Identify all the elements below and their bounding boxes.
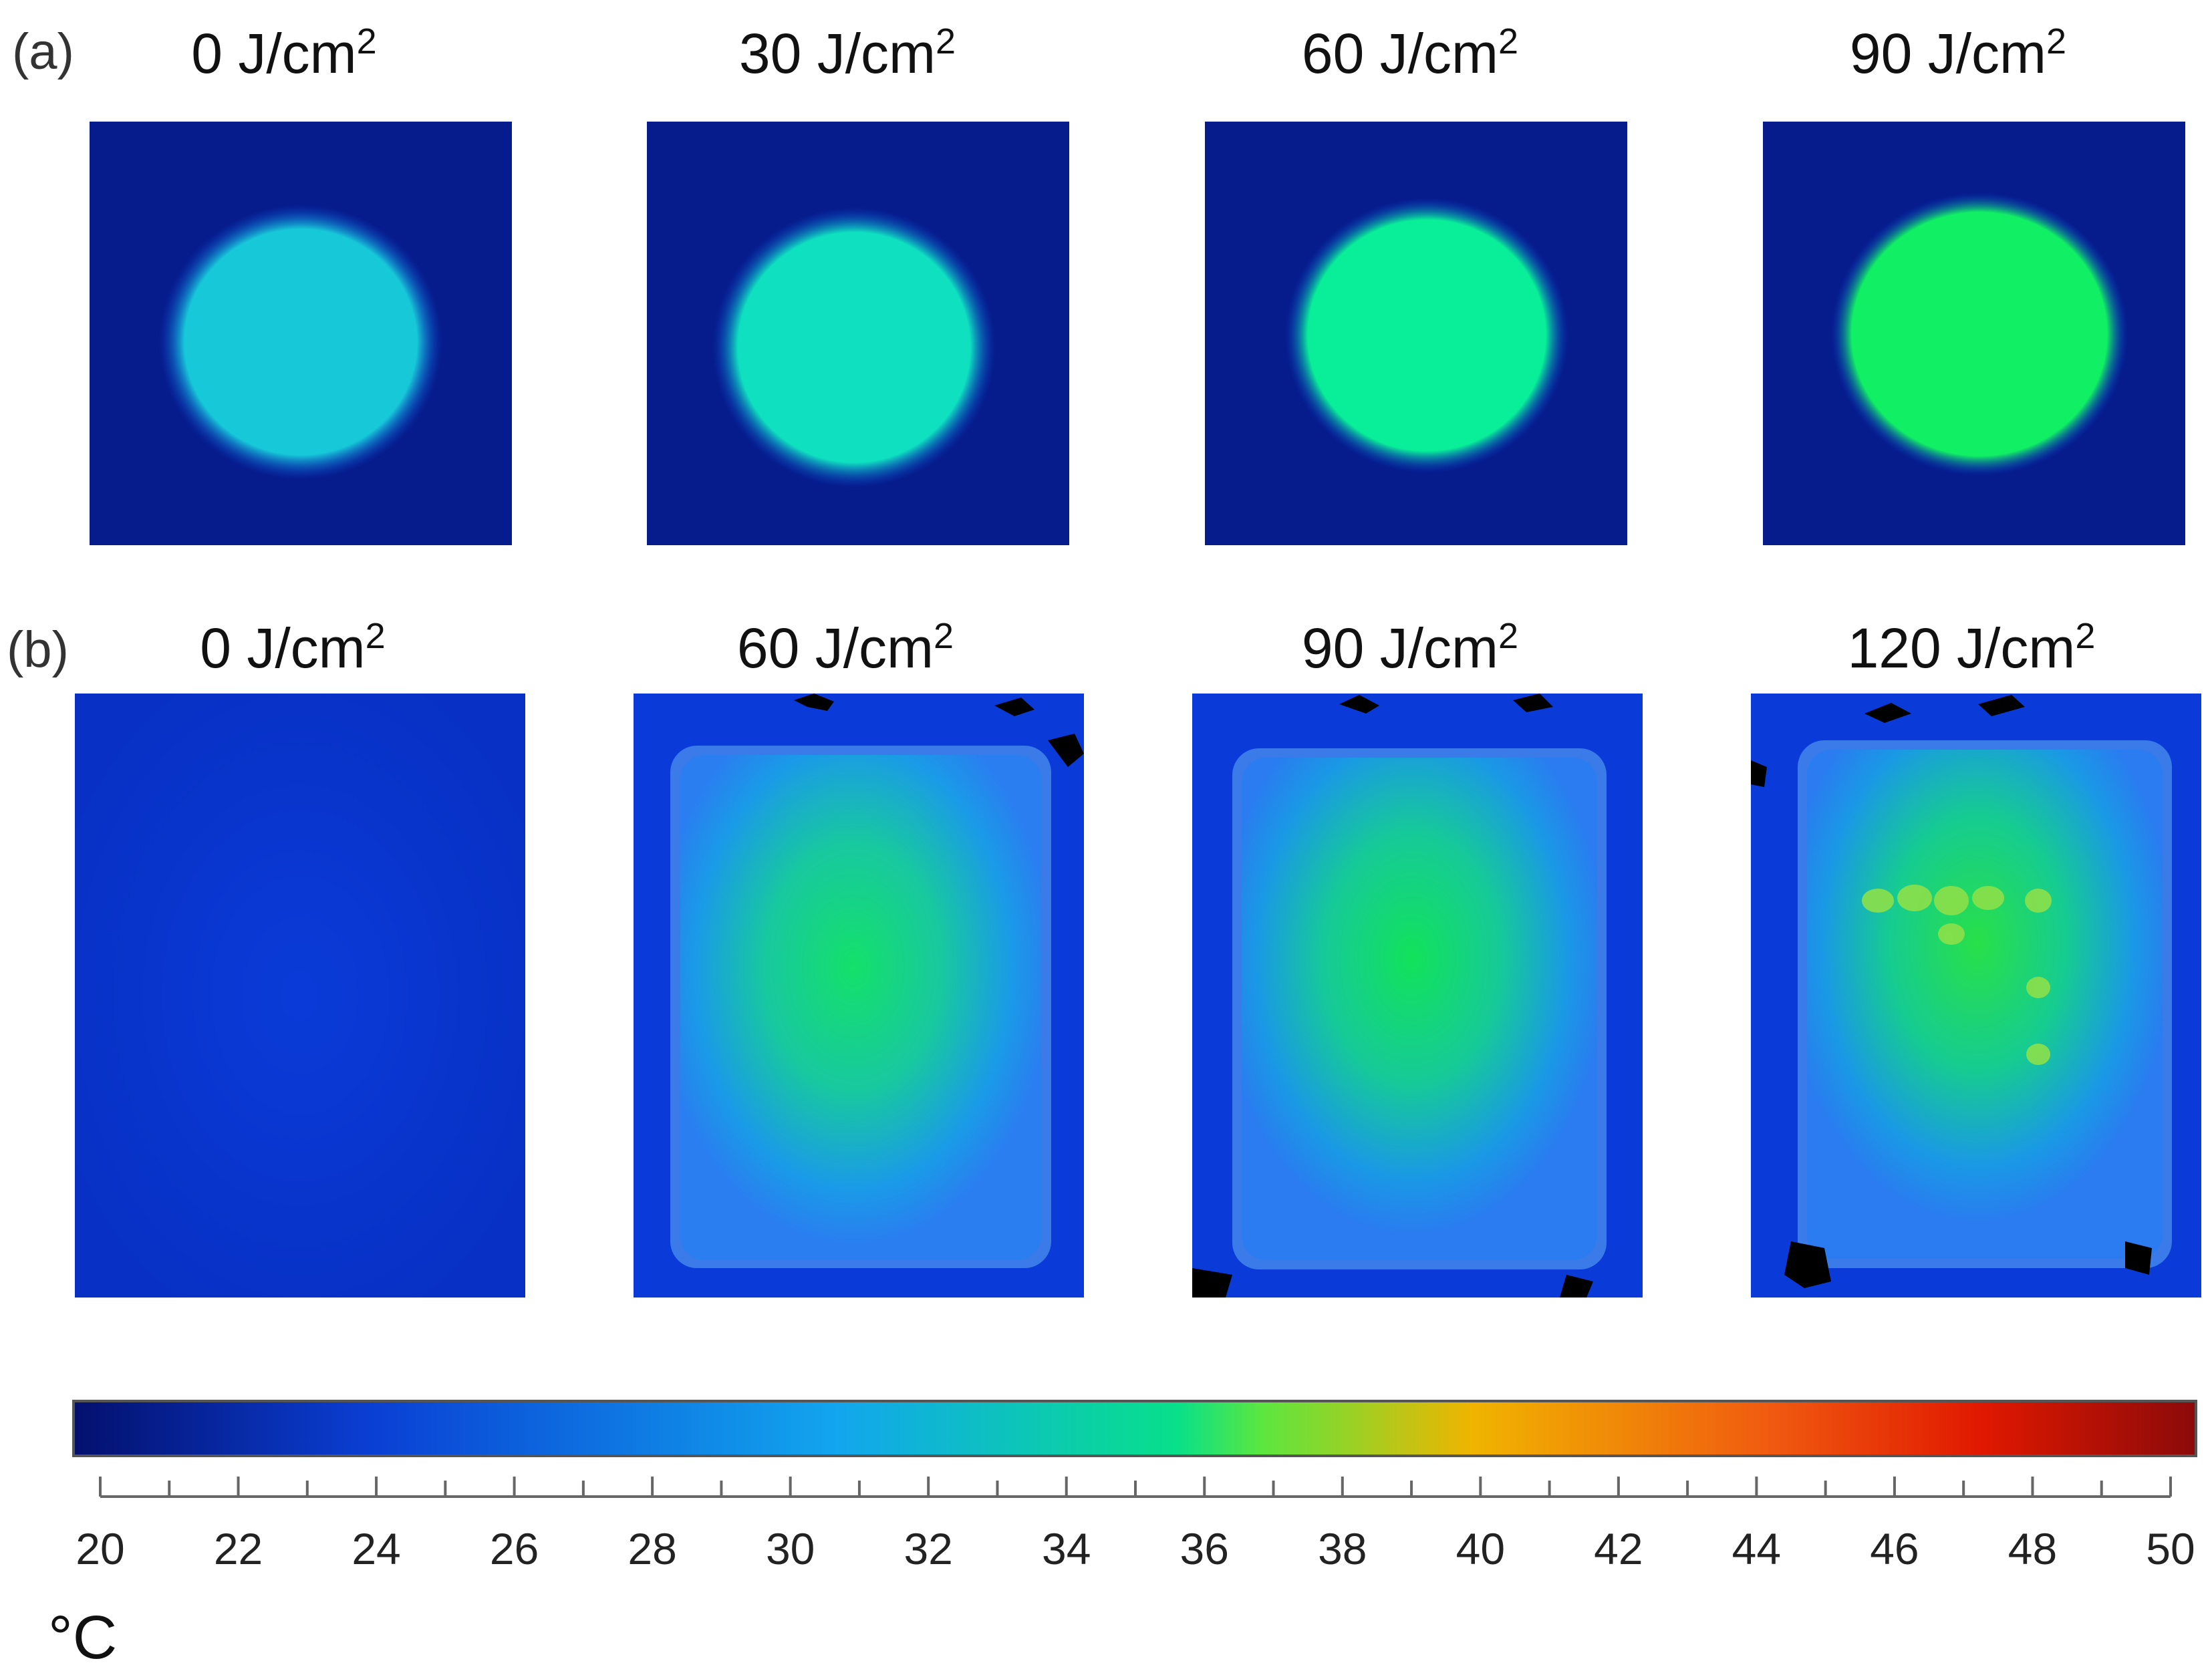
thermal-image-a-2 bbox=[647, 122, 1069, 545]
tick-label: 36 bbox=[1180, 1524, 1229, 1573]
tick-label: 44 bbox=[1732, 1524, 1782, 1573]
tick-label: 50 bbox=[2146, 1524, 2195, 1573]
tick-label: 34 bbox=[1042, 1524, 1091, 1573]
tick-label: 20 bbox=[76, 1524, 125, 1573]
heated-spot bbox=[712, 207, 996, 488]
thermal-image-b-3 bbox=[1192, 694, 1643, 1298]
caption-a-4: 90 J/cm2 bbox=[1849, 21, 2067, 85]
thermal-image-b-2 bbox=[634, 694, 1084, 1298]
heated-spot bbox=[159, 204, 442, 480]
caption-b-3: 90 J/cm2 bbox=[1301, 616, 1519, 679]
tick-label: 38 bbox=[1318, 1524, 1367, 1573]
colorbar-gradient bbox=[75, 1402, 2195, 1455]
tick-label: 22 bbox=[213, 1524, 263, 1573]
heated-spot bbox=[1285, 198, 1568, 473]
heated-spot bbox=[1831, 192, 2128, 476]
tick-label: 48 bbox=[2008, 1524, 2058, 1573]
tick-label: 42 bbox=[1594, 1524, 1643, 1573]
caption-b-2: 60 J/cm2 bbox=[736, 616, 954, 679]
tick-label: 32 bbox=[904, 1524, 953, 1573]
caption-b-1: 0 J/cm2 bbox=[200, 616, 386, 679]
colorbar bbox=[72, 1400, 2197, 1457]
tick-label: 26 bbox=[489, 1524, 539, 1573]
temperature-unit-label: °C bbox=[48, 1604, 118, 1672]
caption-a-2: 30 J/cm2 bbox=[738, 21, 956, 85]
thermal-image-b-4 bbox=[1751, 694, 2201, 1298]
tick-label: 46 bbox=[1870, 1524, 1919, 1573]
panel-b-tag: (b) bbox=[7, 621, 69, 678]
caption-a-3: 60 J/cm2 bbox=[1301, 21, 1519, 85]
thermal-image-a-4 bbox=[1763, 122, 2185, 545]
tick-label: 30 bbox=[765, 1524, 815, 1573]
tick-label: 28 bbox=[628, 1524, 677, 1573]
thermal-image-a-1 bbox=[90, 122, 512, 545]
caption-a-1: 0 J/cm2 bbox=[191, 21, 377, 85]
thermal-image-b-1 bbox=[75, 694, 525, 1298]
tick-label: 24 bbox=[352, 1524, 401, 1573]
tick-label: 40 bbox=[1456, 1524, 1506, 1573]
caption-b-4: 120 J/cm2 bbox=[1847, 616, 2096, 679]
panel-a-tag: (a) bbox=[12, 23, 74, 80]
thermal-image-a-3 bbox=[1205, 122, 1627, 545]
